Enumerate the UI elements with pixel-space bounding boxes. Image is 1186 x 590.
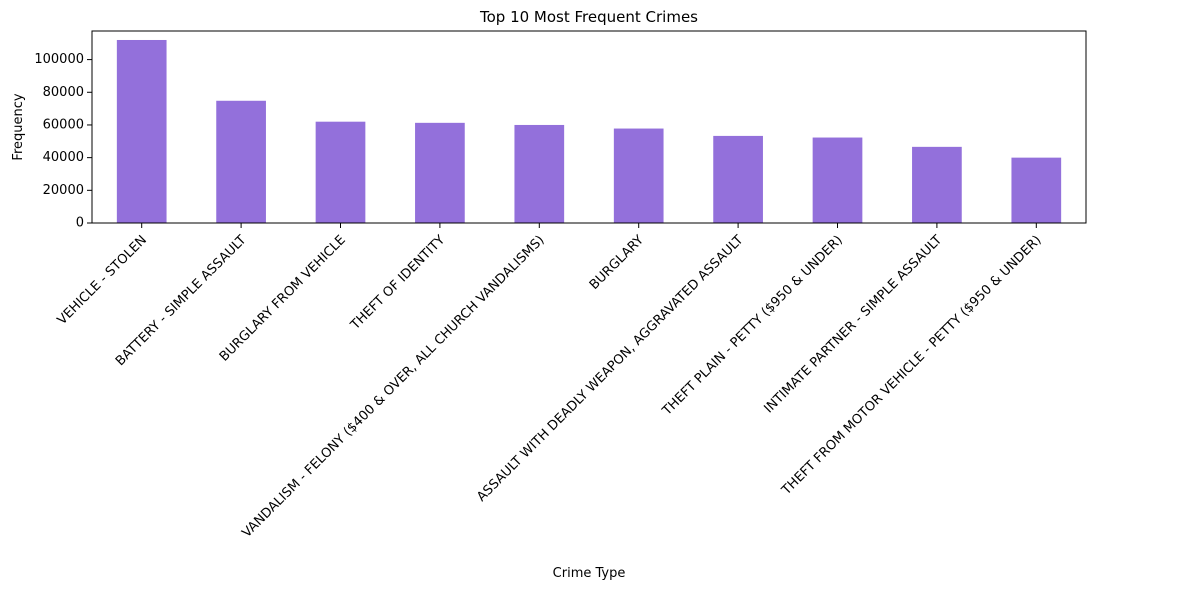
bar-6 — [613, 128, 664, 223]
bar-9 — [912, 146, 962, 223]
y-tick-label: 100000 — [34, 52, 84, 67]
y-tick-label: 0 — [76, 216, 84, 231]
bar-1 — [116, 39, 167, 224]
bar-5 — [514, 124, 565, 223]
y-tick-label: 80000 — [43, 85, 84, 100]
x-tick-label: THEFT PLAIN - PETTY ($950 & UNDER) — [659, 233, 846, 420]
bars-group — [116, 39, 1062, 224]
bar-10 — [1011, 157, 1062, 223]
y-tick-label: 60000 — [43, 117, 84, 132]
x-tick-label: INTIMATE PARTNER - SIMPLE ASSAULT — [762, 233, 946, 417]
x-axis-label: Crime Type — [553, 566, 626, 581]
bar-7 — [713, 135, 763, 223]
x-tick-label: THEFT OF IDENTITY — [347, 233, 448, 334]
bar-3 — [315, 121, 366, 223]
plot-frame — [91, 30, 1087, 224]
y-axis-label: Frequency — [11, 93, 26, 160]
bar-4 — [415, 122, 465, 223]
x-tick-label: BURGLARY — [587, 233, 647, 293]
bar-2 — [216, 100, 266, 223]
y-tick-label: 40000 — [43, 150, 84, 165]
y-axis: 0 20000 40000 60000 80000 100000 — [34, 52, 92, 231]
bar-8 — [812, 137, 863, 223]
chart-title: Top 10 Most Frequent Crimes — [479, 8, 698, 26]
x-tick-label: VEHICLE - STOLEN — [55, 233, 150, 328]
y-tick-label: 20000 — [43, 183, 84, 198]
